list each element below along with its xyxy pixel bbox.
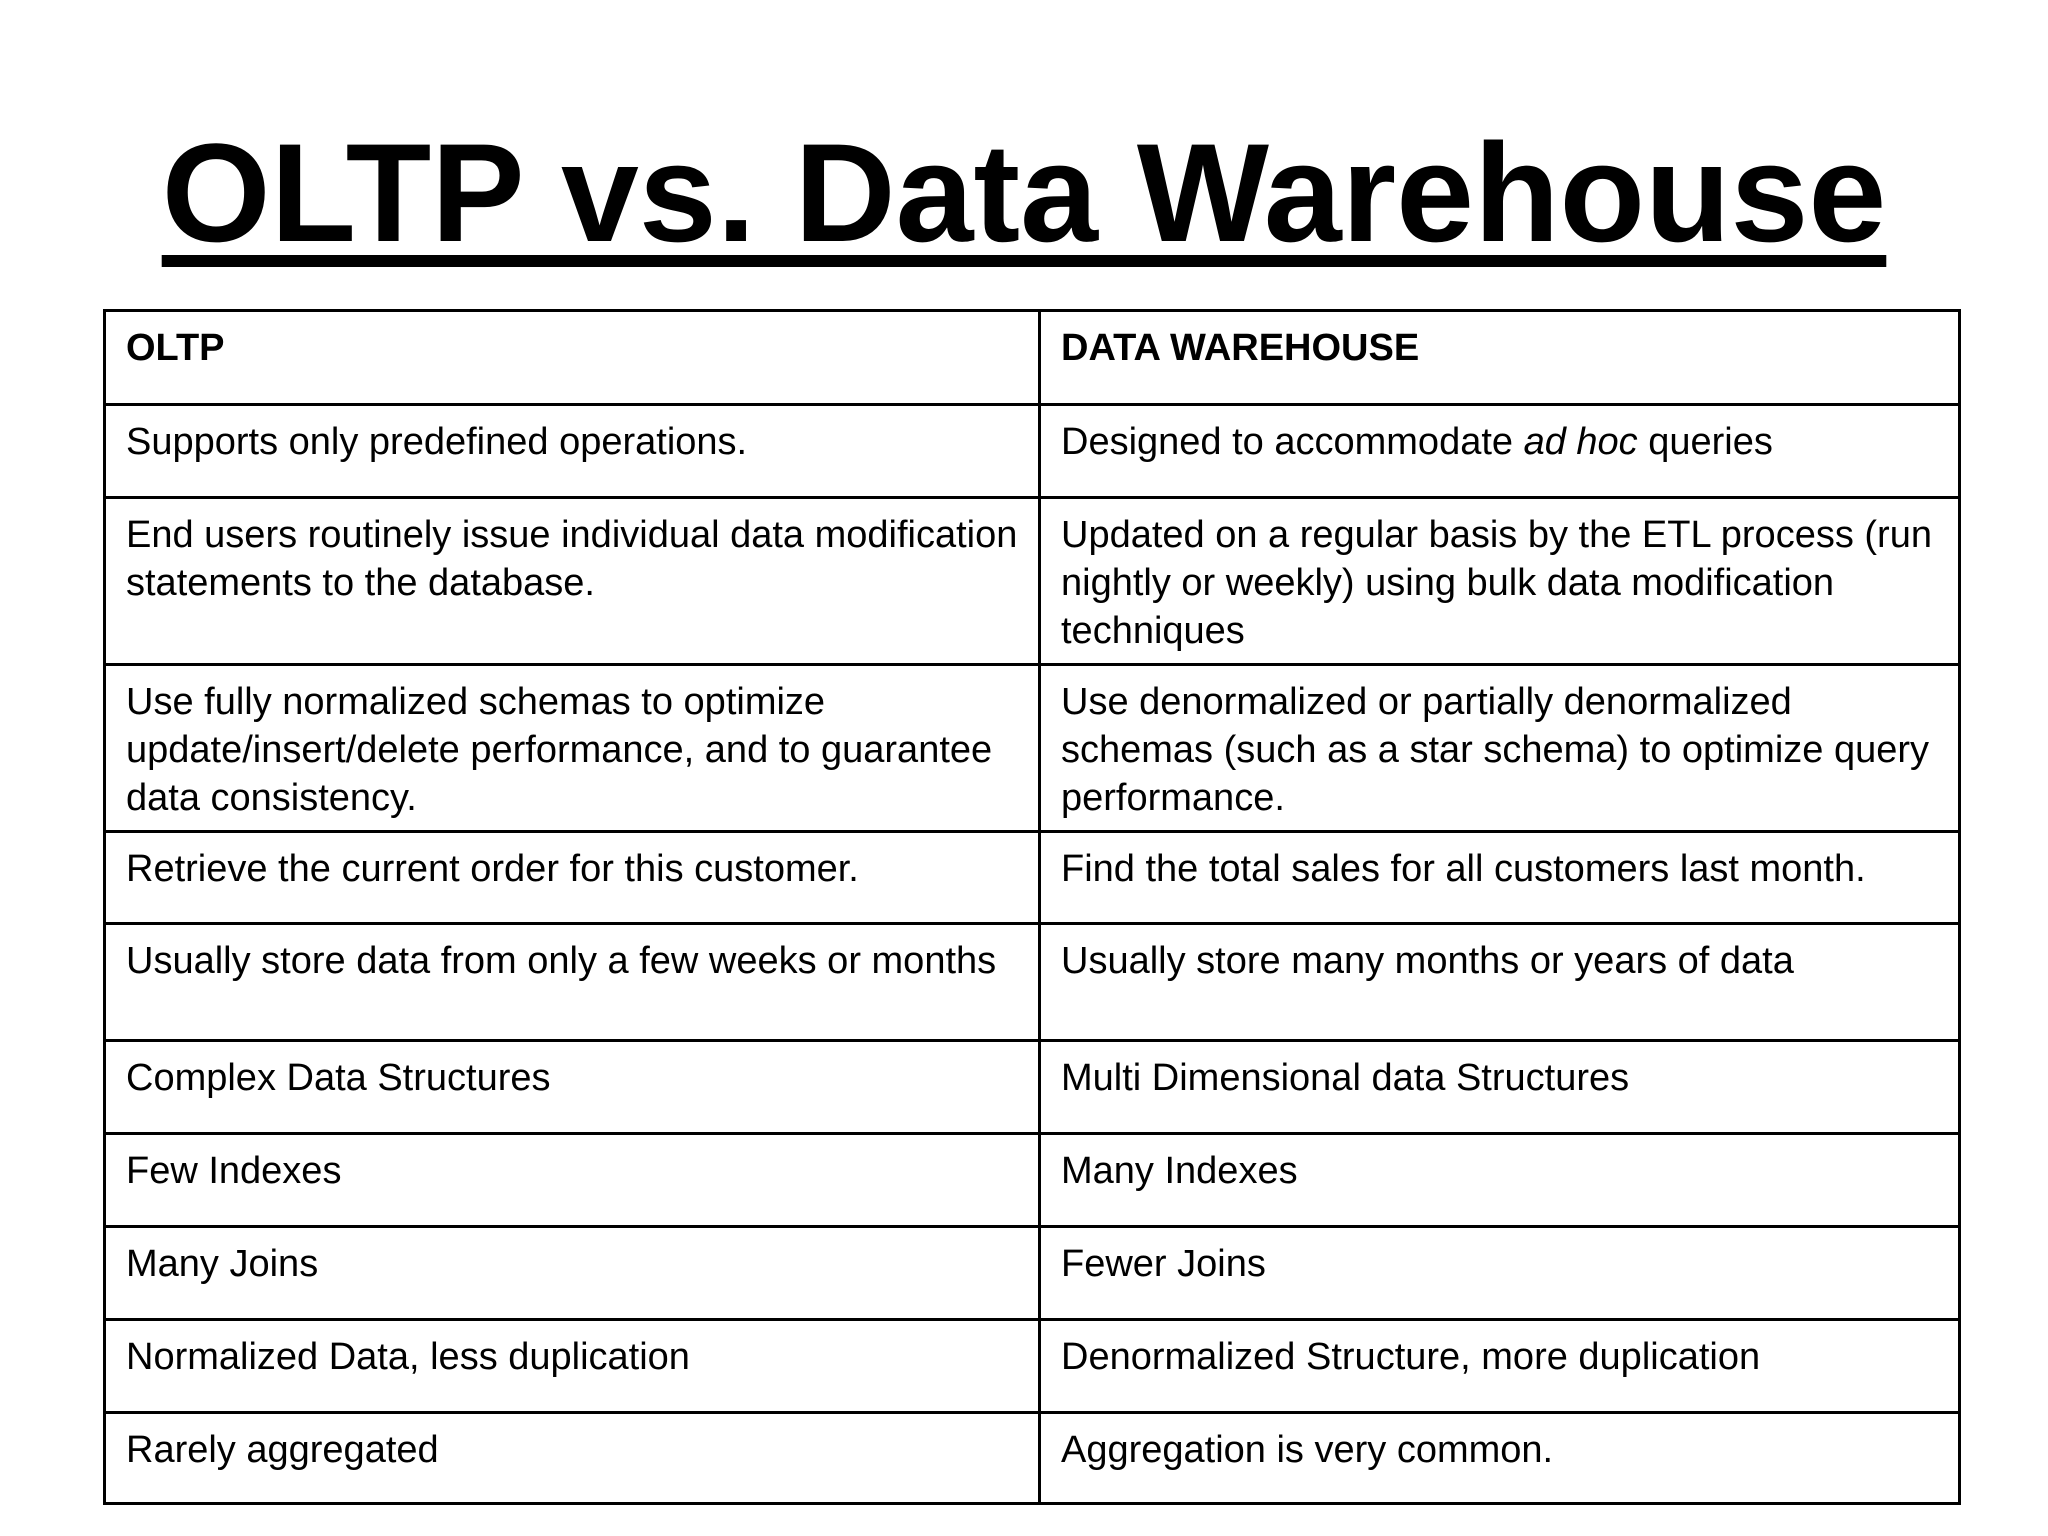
cell-oltp: Supports only predefined operations. bbox=[103, 403, 1041, 499]
table-row: Few Indexes Many Indexes bbox=[103, 1132, 1961, 1228]
table-row: Many Joins Fewer Joins bbox=[103, 1225, 1961, 1321]
cell-data-warehouse: Many Indexes bbox=[1038, 1132, 1961, 1228]
cell-data-warehouse: Use denormalized or partially denormaliz… bbox=[1038, 663, 1961, 833]
cell-oltp: Few Indexes bbox=[103, 1132, 1041, 1228]
cell-italic-text: ad hoc bbox=[1523, 421, 1638, 463]
cell-oltp: End users routinely issue individual dat… bbox=[103, 496, 1041, 666]
table-row: Use fully normalized schemas to optimize… bbox=[103, 663, 1961, 833]
table-row: Retrieve the current order for this cust… bbox=[103, 830, 1961, 925]
cell-text: Designed to accommodate bbox=[1061, 421, 1524, 463]
cell-oltp: Retrieve the current order for this cust… bbox=[103, 830, 1041, 925]
cell-oltp: Use fully normalized schemas to optimize… bbox=[103, 663, 1041, 833]
cell-oltp: Rarely aggregated bbox=[103, 1411, 1041, 1505]
cell-data-warehouse: Updated on a regular basis by the ETL pr… bbox=[1038, 496, 1961, 666]
header-data-warehouse: DATA WAREHOUSE bbox=[1038, 309, 1961, 406]
cell-data-warehouse: Fewer Joins bbox=[1038, 1225, 1961, 1321]
cell-data-warehouse: Usually store many months or years of da… bbox=[1038, 922, 1961, 1042]
cell-data-warehouse: Find the total sales for all customers l… bbox=[1038, 830, 1961, 925]
table-row: Complex Data Structures Multi Dimensiona… bbox=[103, 1039, 1961, 1135]
table-row: Supports only predefined operations. Des… bbox=[103, 403, 1961, 499]
table-row: Normalized Data, less duplication Denorm… bbox=[103, 1318, 1961, 1414]
cell-data-warehouse: Denormalized Structure, more duplication bbox=[1038, 1318, 1961, 1414]
slide-title: OLTP vs. Data Warehouse bbox=[0, 118, 2048, 268]
cell-text: queries bbox=[1637, 421, 1773, 463]
cell-data-warehouse: Designed to accommodate ad hoc queries bbox=[1038, 403, 1961, 499]
cell-data-warehouse: Multi Dimensional data Structures bbox=[1038, 1039, 1961, 1135]
comparison-table: OLTP DATA WAREHOUSE Supports only predef… bbox=[103, 309, 1961, 1505]
cell-oltp: Usually store data from only a few weeks… bbox=[103, 922, 1041, 1042]
header-oltp: OLTP bbox=[103, 309, 1041, 406]
table-row: Rarely aggregated Aggregation is very co… bbox=[103, 1411, 1961, 1505]
table-header-row: OLTP DATA WAREHOUSE bbox=[103, 309, 1961, 406]
cell-data-warehouse: Aggregation is very common. bbox=[1038, 1411, 1961, 1505]
table-row: Usually store data from only a few weeks… bbox=[103, 922, 1961, 1042]
cell-oltp: Many Joins bbox=[103, 1225, 1041, 1321]
cell-oltp: Normalized Data, less duplication bbox=[103, 1318, 1041, 1414]
table-row: End users routinely issue individual dat… bbox=[103, 496, 1961, 666]
cell-oltp: Complex Data Structures bbox=[103, 1039, 1041, 1135]
slide-title-text: OLTP vs. Data Warehouse bbox=[161, 114, 1887, 271]
